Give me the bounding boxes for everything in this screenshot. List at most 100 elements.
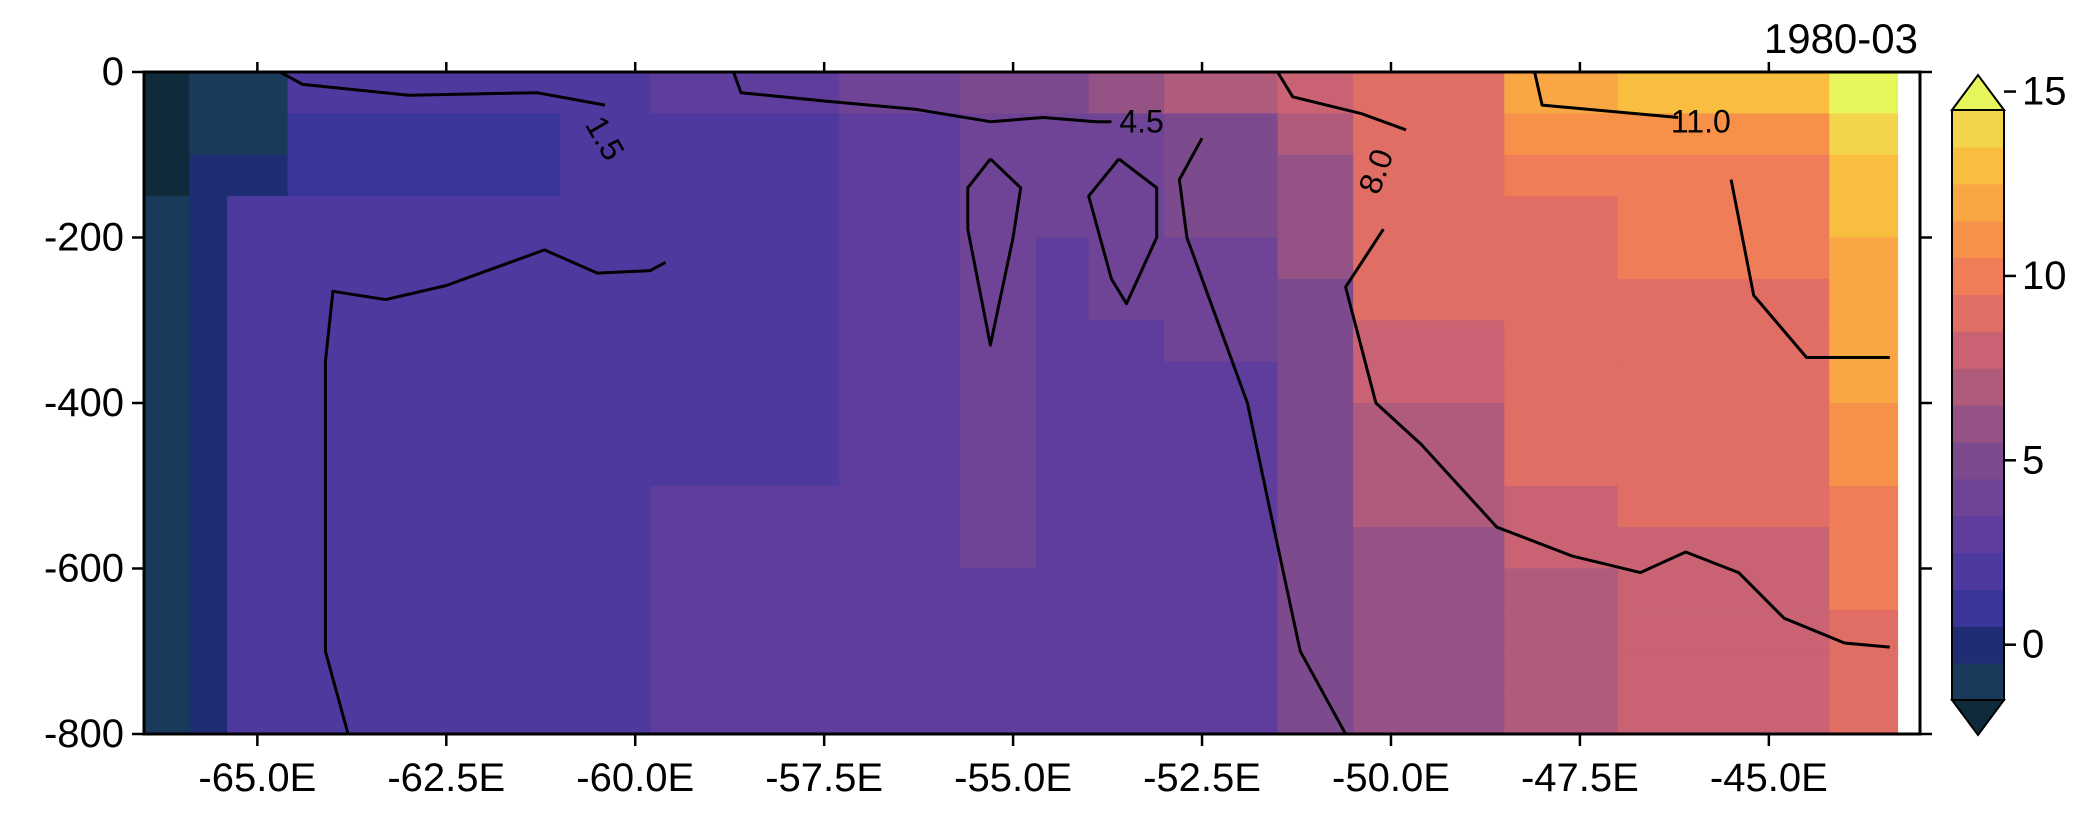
heatmap-cell-4-10 xyxy=(408,485,561,528)
heatmap-cell-1-15 xyxy=(189,692,228,734)
heatmap-cell-8-12 xyxy=(839,568,961,611)
heatmap-cell-14-7 xyxy=(1353,361,1506,404)
contour-4.5-segment-1 xyxy=(966,157,1023,347)
heatmap-cell-11-10 xyxy=(1088,485,1166,528)
heatmap-cell-5-0 xyxy=(559,72,652,115)
heatmap-cell-0-3 xyxy=(144,196,191,239)
heatmap-cell-16-5 xyxy=(1617,278,1831,322)
heatmap-cell-0-2 xyxy=(144,154,191,197)
colorbar-segment-10 xyxy=(1952,294,2004,332)
heatmap-cell-13-13 xyxy=(1277,609,1354,653)
heatmap-cell-6-8 xyxy=(650,403,727,446)
contour-label-11.0: 11.0 xyxy=(1671,104,1731,140)
heatmap-cell-4-15 xyxy=(408,692,561,734)
heatmap-cell-16-3 xyxy=(1617,196,1831,239)
heatmap-cell-12-11 xyxy=(1164,527,1279,570)
heatmap-cell-0-7 xyxy=(144,361,191,404)
heatmap-cell-2-12 xyxy=(227,568,289,611)
heatmap-cell-3-15 xyxy=(287,692,410,734)
heatmap-cell-4-3 xyxy=(408,196,561,239)
heatmap-cell-12-0 xyxy=(1164,72,1279,115)
colorbar-segment-2 xyxy=(1952,589,2004,627)
heatmap-cell-16-8 xyxy=(1617,403,1831,446)
heatmap-cell-3-2 xyxy=(287,154,410,197)
heatmap-cell-9-7 xyxy=(960,361,1037,404)
heatmap-cell-14-6 xyxy=(1353,320,1506,363)
heatmap-cell-13-1 xyxy=(1277,113,1354,156)
heatmap-cell-5-10 xyxy=(559,485,652,528)
heatmap-cell-14-11 xyxy=(1353,527,1506,570)
heatmap-cell-0-8 xyxy=(144,403,191,446)
heatmap-cell-16-6 xyxy=(1617,320,1831,363)
heatmap-cell-0-14 xyxy=(144,651,191,694)
heatmap-cell-8-7 xyxy=(839,361,961,404)
colorbar-segment-1 xyxy=(1952,626,2004,664)
x-axis-ticks: -65.0E -62.5E -60.0E -57.5E -55.0E -52.5E -50.… xyxy=(198,62,1828,800)
colorbar: 0 5 10 15 xyxy=(1950,70,2067,737)
heatmap-cell-0-10 xyxy=(144,485,191,528)
heatmap-cell-17-10 xyxy=(1829,485,1899,528)
heatmap-cell-4-8 xyxy=(408,403,561,446)
heatmap-cell-0-11 xyxy=(144,527,191,570)
heatmap-cell-10-11 xyxy=(1035,527,1090,570)
heatmap-cell-8-10 xyxy=(839,485,961,528)
heatmap-cell-4-2 xyxy=(408,154,561,197)
heatmap-cell-5-9 xyxy=(559,444,652,487)
heatmap-cell-13-10 xyxy=(1277,485,1354,528)
heatmap-cell-14-3 xyxy=(1353,196,1506,239)
heatmap-cell-2-7 xyxy=(227,361,289,404)
heatmap-cell-1-5 xyxy=(189,278,228,322)
heatmap-cell-10-4 xyxy=(1035,237,1090,280)
y-tick-label: -800 xyxy=(44,712,124,756)
heatmap-cell-16-7 xyxy=(1617,361,1831,404)
x-tick-label: -52.5E xyxy=(1143,756,1261,800)
heatmap-cell-5-6 xyxy=(559,320,652,363)
heatmap-cell-12-5 xyxy=(1164,278,1279,322)
heatmap-cell-14-12 xyxy=(1353,568,1506,611)
heatmap-cell-3-6 xyxy=(287,320,410,363)
heatmap-cell-9-10 xyxy=(960,485,1037,528)
heatmap-cell-11-11 xyxy=(1088,527,1166,570)
heatmap-cell-0-13 xyxy=(144,609,191,653)
heatmap-cell-17-11 xyxy=(1829,527,1899,570)
heatmap-cell-1-3 xyxy=(189,196,228,239)
contour-lines xyxy=(279,72,1890,734)
heatmap-cell-11-8 xyxy=(1088,403,1166,446)
heatmap-cell-17-5 xyxy=(1829,278,1899,322)
heatmap-cell-15-5 xyxy=(1504,278,1619,322)
heatmap-cell-6-5 xyxy=(650,278,727,322)
heatmap-cell-14-15 xyxy=(1353,692,1506,734)
heatmap-cell-11-12 xyxy=(1088,568,1166,611)
heatmap-cell-3-13 xyxy=(287,609,410,653)
colorbar-segment-6 xyxy=(1952,441,2004,480)
heatmap-cell-17-4 xyxy=(1829,237,1899,280)
heatmap-cell-12-8 xyxy=(1164,403,1279,446)
heatmap-cell-12-15 xyxy=(1164,692,1279,734)
colorbar-tick-label: 0 xyxy=(2022,623,2044,667)
heatmap-cell-1-11 xyxy=(189,527,228,570)
contour-11.0-segment-0 xyxy=(1533,72,1679,119)
heatmap-cell-14-4 xyxy=(1353,237,1506,280)
x-tick-label: -45.0E xyxy=(1710,756,1828,800)
y-tick-label: 0 xyxy=(102,50,124,94)
heatmap-cell-3-10 xyxy=(287,485,410,528)
heatmap-cell-15-10 xyxy=(1504,485,1619,528)
heatmap-cell-12-13 xyxy=(1164,609,1279,653)
heatmap-cell-1-6 xyxy=(189,320,228,363)
heatmap-cell-5-15 xyxy=(559,692,652,734)
heatmap-cell-6-3 xyxy=(650,196,727,239)
heatmap-cell-15-4 xyxy=(1504,237,1619,280)
heatmap-cell-0-6 xyxy=(144,320,191,363)
heatmap-cell-9-0 xyxy=(960,72,1037,115)
y-tick-label: -600 xyxy=(44,547,124,591)
heatmap-cell-4-4 xyxy=(408,237,561,280)
colorbar-segment-0 xyxy=(1952,663,2004,701)
heatmap-cell-16-12 xyxy=(1617,568,1831,611)
heatmap-cell-2-11 xyxy=(227,527,289,570)
heatmap-cell-10-15 xyxy=(1035,692,1090,734)
heatmap-cell-10-10 xyxy=(1035,485,1090,528)
heatmap-cell-6-10 xyxy=(650,485,727,528)
heatmap-cell-5-3 xyxy=(559,196,652,239)
heatmap-cell-10-2 xyxy=(1035,154,1090,197)
heatmap-cell-10-6 xyxy=(1035,320,1090,363)
